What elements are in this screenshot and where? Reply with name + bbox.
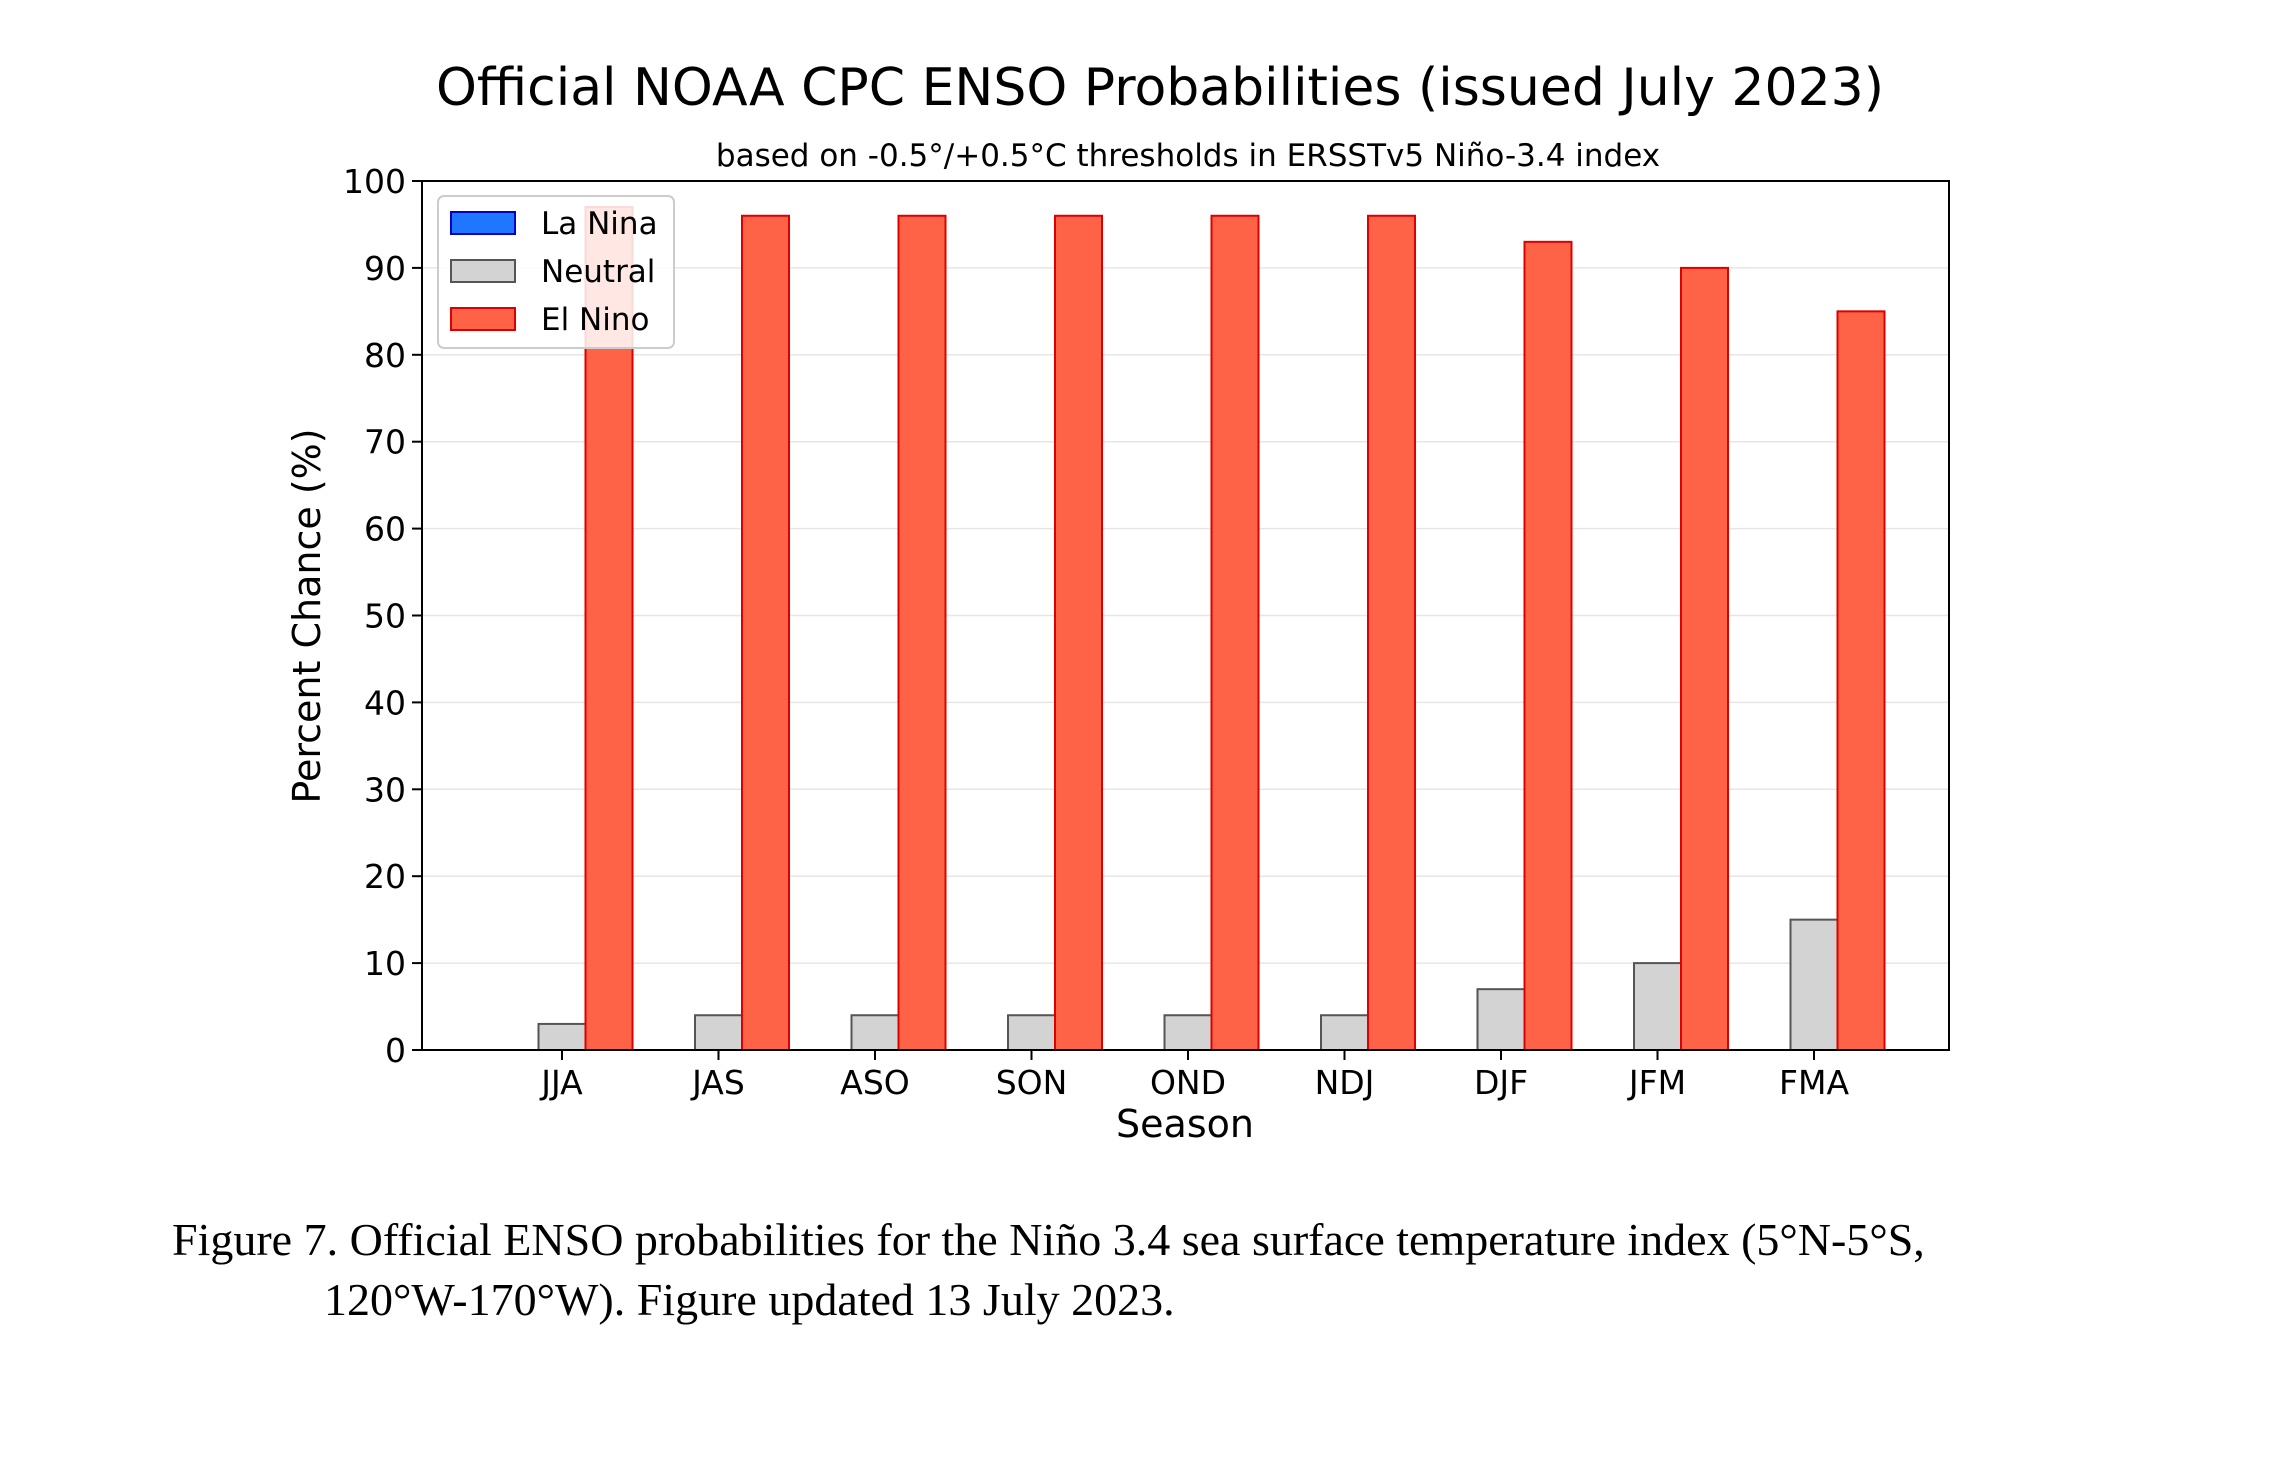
x-tick-label: DJF xyxy=(1474,1063,1528,1102)
y-tick-label: 70 xyxy=(364,423,406,462)
legend-swatch xyxy=(450,211,516,235)
bar-el-nino-jfm xyxy=(1680,266,1729,1051)
y-tick-label: 20 xyxy=(364,857,406,896)
bar-el-nino-jas xyxy=(741,214,790,1051)
bar-neutral-jfm xyxy=(1633,962,1682,1051)
legend-label: Neutral xyxy=(541,254,655,290)
legend-label: El Nino xyxy=(541,302,649,338)
y-tick-label: 10 xyxy=(364,944,406,983)
caption-line-2: 120°W-170°W). Figure updated 13 July 202… xyxy=(324,1274,1175,1325)
figure-caption: Figure 7. Official ENSO probabilities fo… xyxy=(172,1210,2172,1330)
x-tick-label: JFM xyxy=(1627,1063,1686,1102)
bar-el-nino-fma xyxy=(1836,310,1886,1052)
bar-el-nino-ond xyxy=(1210,214,1260,1051)
legend-label: La Nina xyxy=(541,206,658,242)
bar-neutral-ndj xyxy=(1320,1014,1369,1051)
x-tick-label: ASO xyxy=(840,1063,910,1102)
bar-neutral-jja xyxy=(537,1022,587,1051)
bar-neutral-fma xyxy=(1789,918,1839,1052)
enso-probability-chart: Official NOAA CPC ENSO Probabilities (is… xyxy=(285,58,1950,1146)
caption-line-1: Figure 7. Official ENSO probabilities fo… xyxy=(172,1214,1925,1265)
y-tick-label: 90 xyxy=(364,249,406,288)
bar-el-nino-son xyxy=(1054,214,1103,1051)
bar-neutral-son xyxy=(1007,1014,1056,1051)
y-tick-label: 100 xyxy=(343,162,406,201)
legend: La Nina Neutral El Nino xyxy=(437,195,675,349)
gridlines xyxy=(422,267,1949,964)
y-tick-label: 50 xyxy=(364,597,406,636)
x-axis-ticks: JJA JAS ASO SON OND NDJ DJF JFM FMA xyxy=(539,1050,1849,1102)
bar-el-nino-ndj xyxy=(1367,214,1416,1051)
bar-el-nino-aso xyxy=(897,214,947,1051)
chart-title: Official NOAA CPC ENSO Probabilities (is… xyxy=(436,58,1884,118)
y-axis-ticks: 0 10 20 30 40 50 60 70 80 90 100 xyxy=(343,162,422,1070)
y-tick-label: 30 xyxy=(364,770,406,809)
y-tick-label: 40 xyxy=(364,683,406,722)
y-tick-label: 80 xyxy=(364,336,406,375)
x-tick-label: OND xyxy=(1150,1063,1226,1102)
x-tick-label: SON xyxy=(996,1063,1068,1102)
bar-el-nino-djf xyxy=(1523,240,1573,1051)
x-tick-label: JJA xyxy=(539,1063,583,1102)
y-tick-label: 60 xyxy=(364,510,406,549)
y-axis-label: Percent Chance (%) xyxy=(285,428,329,803)
legend-swatch xyxy=(450,259,516,283)
plot-frame xyxy=(421,180,1950,1051)
bar-neutral-aso xyxy=(850,1014,900,1051)
x-tick-label: NDJ xyxy=(1315,1063,1375,1102)
x-tick-label: FMA xyxy=(1779,1063,1849,1102)
bar-neutral-djf xyxy=(1476,988,1526,1051)
legend-swatch xyxy=(450,307,516,331)
x-tick-label: JAS xyxy=(690,1063,745,1102)
chart-subtitle: based on -0.5°/+0.5°C thresholds in ERSS… xyxy=(716,138,1660,174)
bar-neutral-ond xyxy=(1163,1014,1213,1051)
bar-neutral-jas xyxy=(694,1014,743,1051)
y-tick-label: 0 xyxy=(385,1031,406,1070)
x-axis-label: Season xyxy=(1116,1102,1254,1146)
